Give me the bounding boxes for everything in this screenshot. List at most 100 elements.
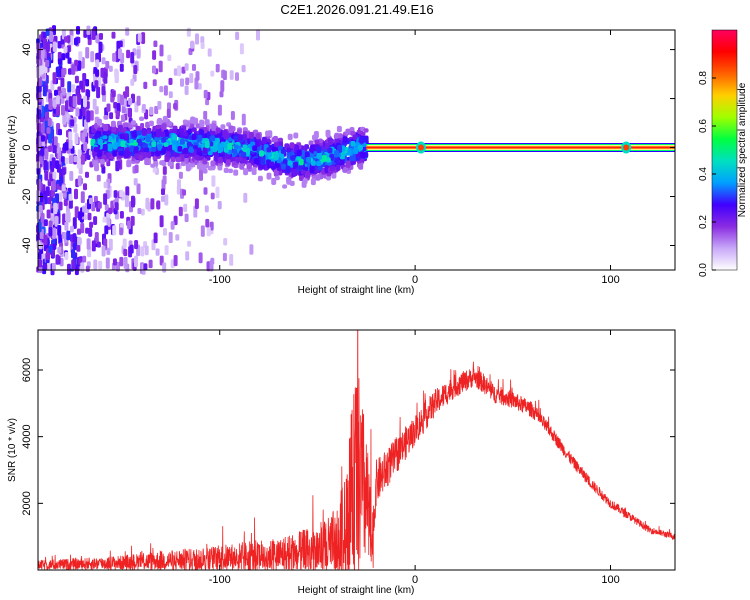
spectrogram-cell (305, 170, 311, 178)
x-tick-label: -100 (209, 574, 231, 586)
spectrogram-cell (304, 151, 310, 158)
spectrogram-cell (101, 57, 106, 65)
spectrogram-cell (106, 103, 111, 112)
spectrogram-cell (253, 158, 259, 165)
spectrogram-cell (157, 117, 163, 126)
spectrogram-cell (47, 118, 52, 127)
spectrogram-cell (85, 79, 90, 87)
spectrogram-cell (144, 157, 150, 166)
spectrogram-cell (72, 95, 77, 108)
spectrogram-cell (58, 201, 63, 211)
spectrogram-cell (293, 132, 299, 139)
spectrogram-cell (286, 176, 292, 184)
snr-x-axis-label: Height of straight line (km) (298, 585, 415, 596)
y-tick-label: -40 (21, 238, 33, 254)
spectrogram-cell (210, 257, 215, 265)
spectrogram-cell (83, 142, 88, 152)
spectrogram-cell (145, 121, 151, 129)
spectrogram-cell (56, 105, 60, 116)
spectrogram-cell (96, 86, 101, 99)
spectrogram-cell (172, 134, 178, 143)
spectrogram-cell (292, 168, 298, 177)
spectrogram-cell (126, 49, 131, 59)
spectrogram-cell (90, 51, 95, 63)
spectrogram-cell (199, 169, 203, 181)
spectrogram-cell (129, 139, 135, 144)
spectrogram-cell (163, 85, 168, 96)
spectrogram-cell (183, 203, 188, 213)
colorbar-tick-label: 0.4 (698, 167, 709, 181)
spectrogram-cell (108, 238, 113, 251)
spectrogram-cell (68, 68, 72, 75)
spectrogram-cell (141, 128, 147, 136)
spectrogram-cell (140, 208, 145, 216)
spectrogram-cell (119, 256, 124, 267)
spectrogram-cell (360, 131, 366, 136)
spectrogram-cell (188, 146, 194, 153)
spectrogram-cell (157, 143, 163, 151)
snr-y-ticks: 2000 4000 6000 (21, 358, 675, 516)
spectrogram-cell (55, 95, 60, 105)
spectrogram-cell (85, 47, 90, 59)
spectrogram-cell (114, 202, 119, 211)
spectrogram-cell (148, 259, 153, 269)
spectrogram-cell (189, 73, 194, 84)
spectrogram-cell (252, 145, 258, 152)
spectrogram-cell (249, 244, 254, 255)
spectrogram-cell (153, 40, 158, 48)
spectrogram-cell (113, 101, 118, 109)
spectrogram-cell (241, 151, 247, 158)
spectrogram-cell (222, 70, 227, 81)
spectrogram-cell (210, 160, 216, 167)
spectrogram-cell (82, 73, 87, 82)
spectrogram-cell (69, 35, 74, 46)
spectrogram-cell (168, 232, 173, 244)
spectrogram-cell (256, 29, 260, 41)
spectrogram-cell (184, 213, 189, 223)
spectrogram-cell (129, 244, 134, 254)
x-tick-label: 100 (601, 274, 619, 286)
spectrogram-cell (74, 188, 78, 200)
spectrogram-cell (136, 183, 141, 195)
spectrogram-cell (165, 151, 171, 158)
snr-series-line (38, 330, 675, 570)
spectrogram-cell (120, 94, 124, 106)
spectrogram-cell (177, 65, 182, 77)
spectrogram-cells (36, 25, 369, 276)
spectrogram-cell (200, 225, 205, 237)
spectrogram-cell (327, 137, 333, 146)
spectrogram-cell (282, 184, 288, 189)
spectrogram-cell (108, 207, 113, 215)
spectrogram-cell (74, 37, 78, 46)
spectrogram-cell (128, 107, 132, 118)
spectrogram-cell (173, 255, 178, 267)
spectrogram-cell (306, 156, 312, 163)
spectrogram-cell (157, 101, 162, 110)
spectrogram-cell (38, 259, 43, 268)
spectrogram-cell (181, 66, 186, 74)
spectrogram-cell (202, 147, 208, 155)
figure-title: C2E1.2026.091.21.49.E16 (280, 2, 433, 17)
spectrogram-cell (124, 150, 130, 158)
spectrogram-cell (136, 130, 142, 136)
spectrogram-cell (111, 127, 117, 133)
spectrogram-cell (89, 221, 94, 228)
spectrogram-cell (112, 52, 117, 62)
spectrogram-cell (164, 194, 169, 206)
spectrogram-cell (52, 171, 57, 180)
spectrogram-cell (239, 162, 245, 170)
spectrogram-cell (161, 137, 167, 143)
spectrogram-cell (48, 245, 53, 254)
spectrogram-cell (54, 89, 58, 97)
spectrogram-cell (235, 31, 240, 40)
spectrogram-cell (237, 134, 243, 141)
spectrogram-cell (163, 228, 167, 236)
spectrogram-cell (233, 144, 239, 150)
spectrogram-cell (190, 40, 195, 49)
spectrogram-cell (273, 152, 279, 161)
spectrogram-cell (40, 146, 45, 156)
colorbar-tick-label: 0.2 (698, 215, 709, 229)
spectrogram-cell (191, 133, 197, 141)
spectrogram-cell (204, 205, 209, 213)
y-tick-label: 0 (21, 144, 33, 150)
